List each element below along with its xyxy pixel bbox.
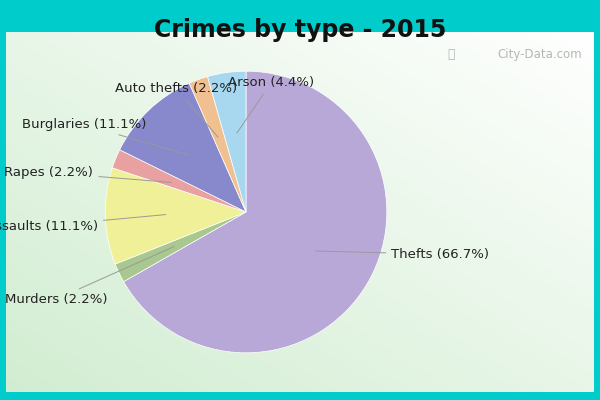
Text: Arson (4.4%): Arson (4.4%): [228, 76, 314, 133]
Text: Auto thefts (2.2%): Auto thefts (2.2%): [115, 82, 236, 137]
Wedge shape: [119, 83, 246, 212]
Wedge shape: [115, 212, 246, 282]
Text: ⓘ: ⓘ: [447, 48, 455, 61]
Wedge shape: [105, 168, 246, 264]
Text: Crimes by type - 2015: Crimes by type - 2015: [154, 18, 446, 42]
Text: City-Data.com: City-Data.com: [497, 48, 582, 61]
Text: Burglaries (11.1%): Burglaries (11.1%): [22, 118, 190, 155]
Text: Rapes (2.2%): Rapes (2.2%): [4, 166, 172, 182]
Wedge shape: [112, 150, 246, 212]
Text: Assaults (11.1%): Assaults (11.1%): [0, 214, 166, 232]
Text: Thefts (66.7%): Thefts (66.7%): [316, 248, 490, 261]
Wedge shape: [208, 71, 246, 212]
Wedge shape: [124, 71, 387, 353]
Text: Murders (2.2%): Murders (2.2%): [5, 247, 173, 306]
Wedge shape: [189, 76, 246, 212]
